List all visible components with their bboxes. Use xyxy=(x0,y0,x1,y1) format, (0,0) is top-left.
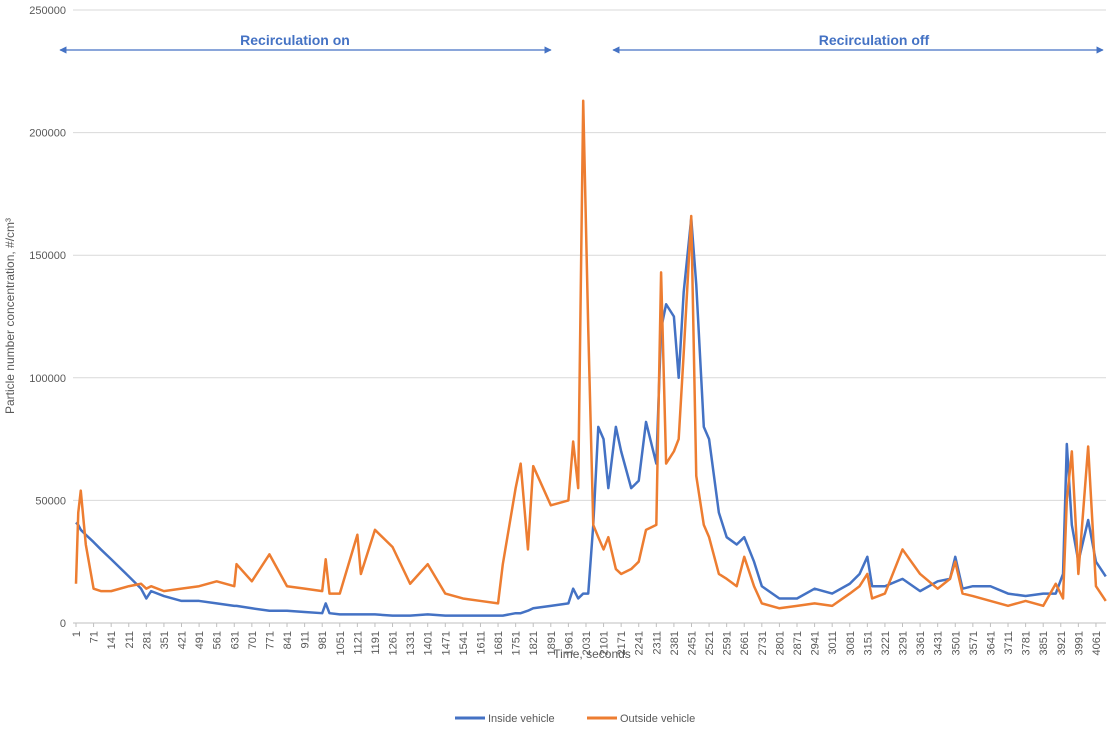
x-tick-label: 3711 xyxy=(1003,631,1015,655)
x-tick-label: 2171 xyxy=(616,631,628,655)
annotation: Recirculation off xyxy=(819,32,930,48)
x-tick-label: 2941 xyxy=(810,631,822,655)
x-tick-label: 2311 xyxy=(651,631,663,655)
x-tick-label: 981 xyxy=(317,631,329,649)
x-tick-label: 3081 xyxy=(845,631,857,655)
x-tick-label: 1751 xyxy=(511,631,523,655)
x-tick-label: 351 xyxy=(159,631,171,649)
series-line xyxy=(74,99,1107,610)
x-tick-label: 1891 xyxy=(546,631,558,655)
x-tick-label: 421 xyxy=(177,631,189,649)
x-tick-label: 1261 xyxy=(388,631,400,655)
x-tick-label: 631 xyxy=(229,631,241,649)
x-tick-label: 141 xyxy=(106,631,118,649)
legend-label: Outside vehicle xyxy=(620,713,695,725)
y-tick-label: 250000 xyxy=(29,5,66,17)
x-tick-label: 3991 xyxy=(1073,631,1085,655)
x-tick-label: 1191 xyxy=(370,631,382,655)
x-tick-label: 771 xyxy=(264,631,276,649)
y-tick-label: 0 xyxy=(60,618,66,630)
x-tick-label: 3851 xyxy=(1038,631,1050,655)
x-axis-label: Time, seconds xyxy=(553,647,631,661)
x-tick-label: 3221 xyxy=(880,631,892,655)
x-tick-label: 491 xyxy=(194,631,206,649)
x-tick-label: 2661 xyxy=(739,631,751,655)
x-tick-label: 561 xyxy=(212,631,224,649)
x-tick-label: 701 xyxy=(247,631,259,649)
x-tick-label: 4061 xyxy=(1091,631,1103,655)
x-tick-label: 1961 xyxy=(563,631,575,655)
x-tick-label: 841 xyxy=(282,631,294,649)
y-tick-label: 200000 xyxy=(29,128,66,140)
x-tick-label: 71 xyxy=(89,631,101,643)
x-tick-label: 2521 xyxy=(704,631,716,655)
x-tick-label: 1681 xyxy=(493,631,505,655)
x-tick-label: 3641 xyxy=(985,631,997,655)
x-tick-label: 3291 xyxy=(898,631,910,655)
y-tick-label: 50000 xyxy=(35,495,66,507)
x-tick-label: 2101 xyxy=(599,631,611,655)
x-tick-label: 1541 xyxy=(458,631,470,655)
x-tick-label: 911 xyxy=(300,631,312,649)
x-tick-label: 281 xyxy=(141,631,153,649)
x-tick-label: 3011 xyxy=(827,631,839,655)
x-tick-label: 211 xyxy=(124,631,136,649)
y-axis-label: Particle number concentration, #/cm³ xyxy=(3,218,17,414)
x-tick-label: 2241 xyxy=(634,631,646,655)
x-tick-label: 3501 xyxy=(950,631,962,655)
x-tick-label: 3431 xyxy=(933,631,945,655)
x-tick-label: 1 xyxy=(71,631,83,637)
x-tick-label: 3921 xyxy=(1056,631,1068,655)
x-tick-label: 1611 xyxy=(475,631,487,655)
x-tick-label: 1121 xyxy=(352,631,364,655)
x-tick-label: 1821 xyxy=(528,631,540,655)
x-tick-label: 3361 xyxy=(915,631,927,655)
x-tick-label: 2801 xyxy=(774,631,786,655)
x-tick-label: 2451 xyxy=(686,631,698,655)
x-tick-label: 1051 xyxy=(335,631,347,655)
annotation: Recirculation on xyxy=(240,32,350,48)
x-tick-label: 2381 xyxy=(669,631,681,655)
x-tick-label: 3571 xyxy=(968,631,980,655)
x-tick-label: 1471 xyxy=(440,631,452,655)
x-tick-label: 1401 xyxy=(423,631,435,655)
x-tick-label: 2731 xyxy=(757,631,769,655)
x-tick-label: 3151 xyxy=(862,631,874,655)
x-tick-label: 2871 xyxy=(792,631,804,655)
x-tick-label: 1331 xyxy=(405,631,417,655)
legend-label: Inside vehicle xyxy=(488,713,555,725)
x-tick-label: 2591 xyxy=(722,631,734,655)
y-tick-label: 100000 xyxy=(29,373,66,385)
y-tick-label: 150000 xyxy=(29,250,66,262)
x-tick-label: 3781 xyxy=(1021,631,1033,655)
x-tick-label: 2031 xyxy=(581,631,593,655)
